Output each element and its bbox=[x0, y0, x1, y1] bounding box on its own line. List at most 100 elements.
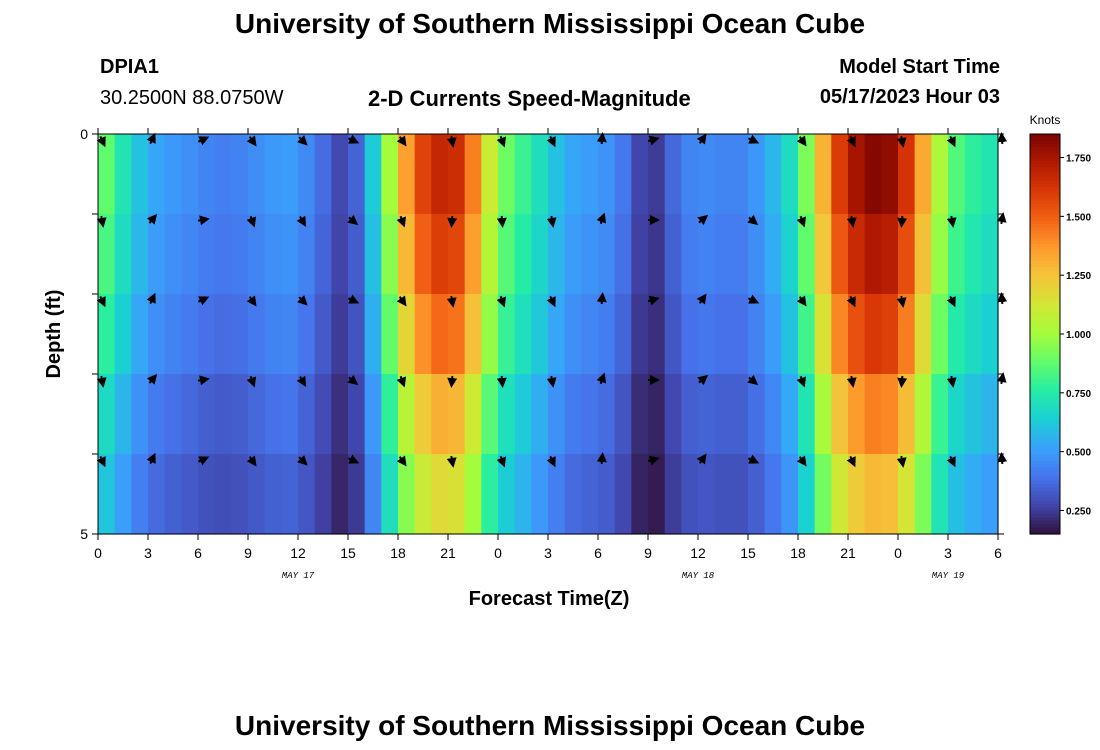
heatmap-cell bbox=[514, 134, 532, 215]
heatmap-cell bbox=[848, 294, 866, 375]
current-vector bbox=[897, 375, 908, 388]
colorbar-segment bbox=[1030, 170, 1060, 175]
current-vector bbox=[447, 215, 458, 228]
current-vector bbox=[396, 455, 407, 467]
current-vector bbox=[396, 215, 407, 228]
heatmap-cell bbox=[714, 214, 732, 295]
colorbar-tick-label: 0.500 bbox=[1066, 448, 1091, 459]
heatmap-cell bbox=[364, 454, 382, 535]
page-title: University of Southern Mississippi Ocean… bbox=[234, 8, 866, 39]
heatmap-cell bbox=[581, 294, 599, 375]
heatmap-cell bbox=[448, 454, 466, 535]
current-vector bbox=[896, 295, 907, 308]
y-axis-label: Depth (ft) bbox=[43, 290, 65, 379]
heatmap-cell bbox=[714, 374, 732, 455]
heatmap-cell bbox=[331, 454, 349, 535]
heatmap-cell bbox=[948, 294, 966, 375]
heatmap-cell bbox=[298, 214, 316, 295]
heatmap-cell bbox=[598, 134, 616, 215]
heatmap-cell bbox=[448, 294, 466, 375]
current-vector bbox=[896, 455, 907, 468]
heatmap-cell bbox=[764, 374, 782, 455]
heatmap-cell bbox=[764, 454, 782, 535]
heatmap-cell bbox=[314, 294, 332, 375]
heatmap-cell bbox=[331, 374, 349, 455]
x-tick-label: 6 bbox=[594, 545, 602, 561]
current-vector bbox=[446, 135, 457, 148]
colorbar-segment bbox=[1030, 484, 1060, 488]
heatmap-cell bbox=[464, 294, 482, 375]
heatmap-cell bbox=[881, 134, 899, 215]
heatmap-cell bbox=[731, 374, 749, 455]
heatmap-cell bbox=[231, 134, 249, 215]
heatmap-cell bbox=[614, 294, 632, 375]
current-vector bbox=[596, 372, 607, 385]
heatmap-cell bbox=[348, 134, 366, 215]
heatmap-cell bbox=[981, 374, 999, 455]
heatmap-cell bbox=[698, 374, 716, 455]
current-vector bbox=[197, 456, 210, 466]
colorbar-segment bbox=[1030, 314, 1060, 318]
colorbar-segment bbox=[1030, 210, 1060, 215]
heatmap-cell bbox=[314, 214, 332, 295]
colorbar-segment bbox=[1030, 354, 1060, 358]
heatmap-cell bbox=[681, 134, 699, 215]
heatmap-cell bbox=[764, 214, 782, 295]
colorbar-segment bbox=[1030, 147, 1060, 152]
current-vector bbox=[446, 295, 457, 308]
colorbar-segment bbox=[1030, 137, 1060, 142]
heatmap-cell bbox=[364, 294, 382, 375]
heatmap-cell bbox=[431, 214, 449, 295]
heatmap-cell bbox=[398, 374, 416, 455]
colorbar-segment bbox=[1030, 347, 1060, 352]
colorbar-segment bbox=[1030, 340, 1060, 345]
colorbar-segment bbox=[1030, 167, 1060, 172]
x-tick-label: 9 bbox=[244, 545, 252, 561]
colorbar-segment bbox=[1030, 377, 1060, 382]
colorbar-segment bbox=[1030, 430, 1060, 435]
heatmap-cell bbox=[731, 134, 749, 215]
heatmap-cell bbox=[714, 294, 732, 375]
heatmap-cell bbox=[831, 294, 849, 375]
colorbar-segment bbox=[1030, 494, 1060, 498]
heatmap-cell bbox=[614, 374, 632, 455]
heatmap-cell bbox=[898, 374, 916, 455]
heatmap-cell bbox=[898, 294, 916, 375]
heatmap-cell bbox=[581, 454, 599, 535]
colorbar-segment bbox=[1030, 407, 1060, 412]
heatmap bbox=[98, 134, 999, 535]
heatmap-cell bbox=[348, 454, 366, 535]
heatmap-cell bbox=[831, 454, 849, 535]
x-tick-label: 12 bbox=[690, 545, 706, 561]
colorbar-segment bbox=[1030, 157, 1060, 162]
heatmap-cell bbox=[898, 134, 916, 215]
current-vector bbox=[197, 296, 210, 306]
colorbar-segment bbox=[1030, 344, 1060, 348]
colorbar-segment bbox=[1030, 160, 1060, 165]
heatmap-cell bbox=[914, 134, 932, 215]
heatmap-cell bbox=[864, 294, 882, 375]
colorbar-segment bbox=[1030, 177, 1060, 182]
heatmap-cell bbox=[481, 294, 499, 375]
heatmap-cell bbox=[981, 294, 999, 375]
colorbar-segment bbox=[1030, 400, 1060, 405]
colorbar-segment bbox=[1030, 444, 1060, 448]
heatmap-cell bbox=[214, 374, 232, 455]
heatmap-cell bbox=[631, 374, 649, 455]
heatmap-cell bbox=[781, 374, 799, 455]
colorbar-segment bbox=[1030, 284, 1060, 288]
colorbar-segment bbox=[1030, 294, 1060, 298]
heatmap-cell bbox=[264, 374, 282, 455]
heatmap-cell bbox=[848, 134, 866, 215]
heatmap-cell bbox=[248, 214, 266, 295]
current-vector bbox=[246, 295, 257, 307]
colorbar-segment bbox=[1030, 454, 1060, 458]
current-vector bbox=[596, 292, 607, 305]
colorbar-segment bbox=[1030, 140, 1060, 145]
footer-title: University of Southern Mississippi Ocean… bbox=[234, 710, 866, 741]
heatmap-cell bbox=[548, 454, 566, 535]
heatmap-cell bbox=[948, 454, 966, 535]
heatmap-cell bbox=[381, 374, 399, 455]
current-vector bbox=[347, 134, 360, 144]
